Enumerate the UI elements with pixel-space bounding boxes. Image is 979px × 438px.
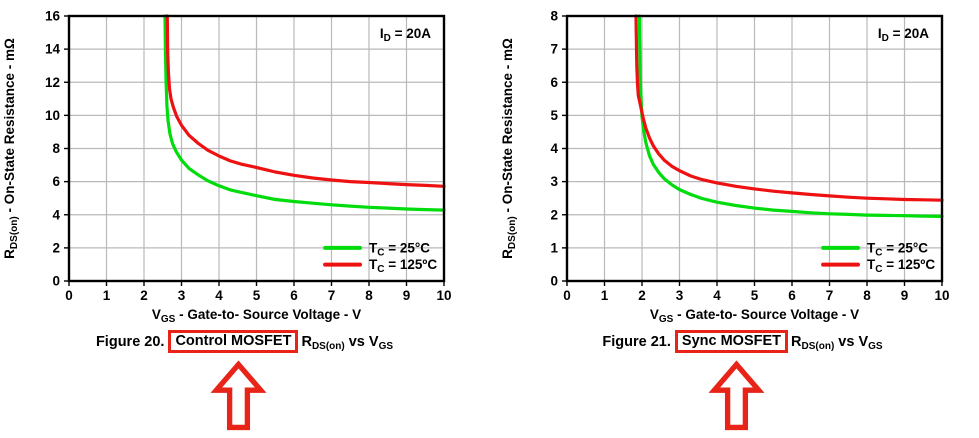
legend-label-1: TC = 125ºC: [867, 257, 935, 275]
figure-20-control-mosfet: 0 1 2 3 4 5 6 7 8 9 10 0 2 4 6 8 10 12 14 16 ID = 20A TC = 25…: [0, 0, 489, 431]
y-tick-label: 6: [550, 75, 558, 90]
x-tick-label: 5: [253, 288, 261, 303]
x-tick-label: 4: [215, 288, 223, 303]
curve-series-1: [165, 14, 446, 188]
caption-highlight-box: Sync MOSFET: [674, 330, 789, 353]
legend-label-1: TC = 125ºC: [369, 257, 437, 275]
y-tick-label: 7: [550, 42, 558, 57]
x-tick-label: 7: [826, 288, 834, 303]
up-arrow-icon: [210, 360, 267, 431]
x-tick-label: 9: [403, 288, 411, 303]
plot-border: [67, 14, 446, 283]
y-tick-label: 14: [45, 42, 61, 57]
x-tick-label: 3: [178, 288, 186, 303]
y-tick-label: 0: [52, 274, 60, 289]
y-tick-label: 2: [550, 207, 558, 222]
x-tick-label: 6: [788, 288, 796, 303]
x-tick-label: 1: [601, 288, 609, 303]
x-tick-label: 0: [65, 288, 73, 303]
x-tick-label: 7: [328, 288, 336, 303]
legend-label-0: TC = 25°C: [369, 240, 430, 258]
legend-label-0: TC = 25°C: [867, 240, 928, 258]
y-axis-title: RDS(on) - On-State Resistance - mΩ: [500, 38, 518, 259]
x-tick-label: 1: [103, 288, 111, 303]
x-tick-label: 2: [140, 288, 148, 303]
caption-formula: RDS(on) vs VGS: [301, 333, 394, 352]
y-tick-label: 5: [550, 108, 558, 123]
y-tick-label: 8: [52, 141, 60, 156]
x-tick-label: 10: [934, 288, 949, 303]
x-axis-title: VGS - Gate-to- Source Voltage - V: [152, 307, 361, 322]
curve-series-0: [163, 14, 446, 212]
figure-21-sync-mosfet: 0 1 2 3 4 5 6 7 8 9 10 0 1 2 3 4 5 6 7 8 ID = 20A TC = 25°C TC…: [498, 0, 979, 431]
y-tick-label: 4: [550, 141, 558, 156]
y-tick-label: 6: [52, 174, 60, 189]
y-tick-label: 12: [45, 75, 60, 90]
sync-mosfet-rdson-vs-vgs-chart: 0 1 2 3 4 5 6 7 8 9 10 0 1 2 3 4 5 6 7 8 ID = 20A TC = 25°CTC…: [500, 9, 950, 323]
x-tick-label: 6: [290, 288, 298, 303]
x-tick-label: 3: [676, 288, 684, 303]
y-tick-label: 0: [550, 274, 558, 289]
x-tick-label: 8: [863, 288, 871, 303]
y-tick-label: 8: [550, 9, 558, 24]
x-tick-label: 2: [638, 288, 646, 303]
figure-21-caption: Figure 21. Sync MOSFET RDS(on) vs VGS: [602, 330, 883, 353]
x-tick-label: 10: [436, 288, 451, 303]
figure-20-caption: Figure 20. Control MOSFET RDS(on) vs VGS: [96, 330, 393, 353]
drain-current-annotation: ID = 20A: [878, 26, 929, 44]
x-tick-label: 9: [901, 288, 909, 303]
y-tick-label: 16: [45, 9, 61, 24]
x-tick-label: 8: [365, 288, 373, 303]
caption-highlight-box: Control MOSFET: [168, 330, 299, 353]
x-axis-title: VGS - Gate-to- Source Voltage - V: [650, 307, 859, 322]
y-tick-label: 10: [45, 108, 60, 123]
y-axis-title: RDS(on) - On-State Resistance - mΩ: [2, 38, 20, 259]
x-tick-label: 5: [751, 288, 759, 303]
y-tick-label: 4: [52, 207, 60, 222]
y-tick-label: 3: [550, 174, 558, 189]
plot-border: [565, 14, 944, 283]
x-tick-label: 4: [713, 288, 721, 303]
curve-series-0: [637, 14, 944, 218]
y-tick-label: 2: [52, 240, 60, 255]
curve-series-1: [634, 14, 944, 202]
drain-current-annotation: ID = 20A: [380, 26, 431, 44]
x-tick-label: 0: [563, 288, 571, 303]
caption-prefix: Figure 20.: [95, 333, 165, 350]
caption-formula: RDS(on) vs VGS: [791, 333, 883, 352]
up-arrow-icon: [708, 360, 765, 431]
caption-prefix: Figure 21.: [602, 333, 671, 350]
y-tick-label: 1: [550, 240, 558, 255]
